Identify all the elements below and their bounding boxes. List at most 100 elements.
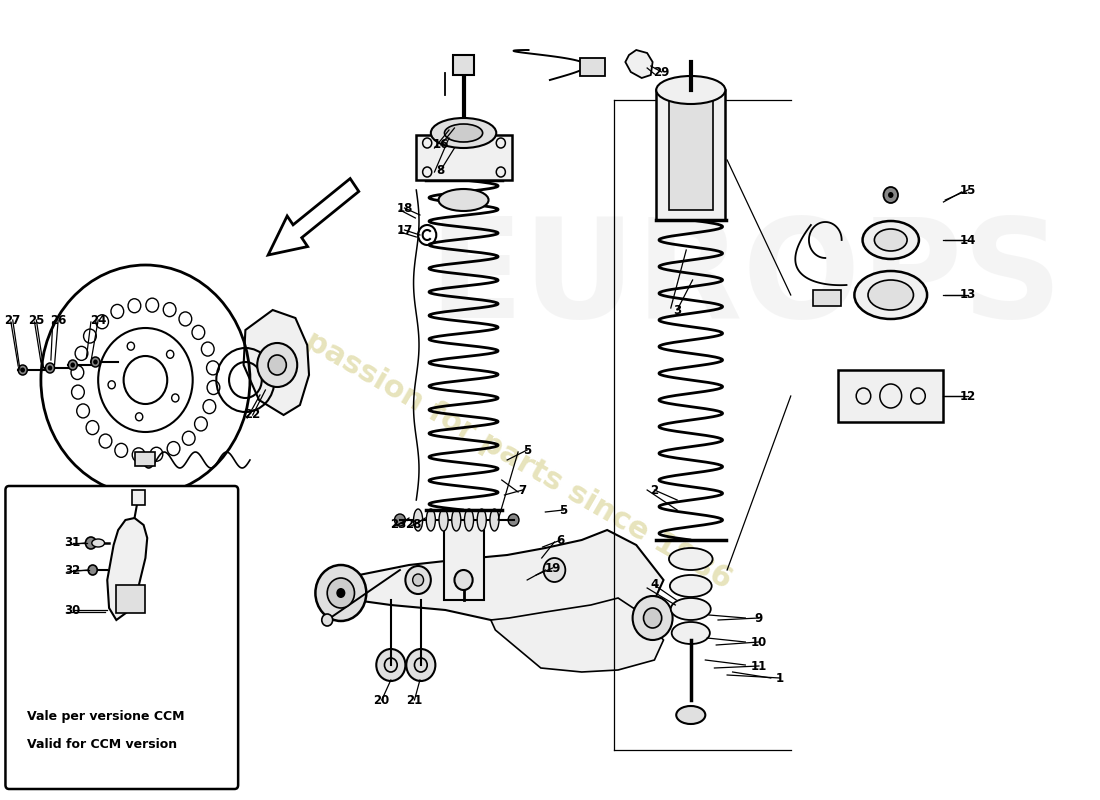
Polygon shape <box>625 50 652 78</box>
Text: 30: 30 <box>65 603 80 617</box>
Ellipse shape <box>657 76 725 104</box>
Text: 7: 7 <box>518 483 527 497</box>
Text: 16: 16 <box>432 138 449 151</box>
Ellipse shape <box>91 539 104 547</box>
Circle shape <box>21 367 25 373</box>
Text: 4: 4 <box>650 578 659 591</box>
Ellipse shape <box>672 622 710 644</box>
Circle shape <box>47 366 53 370</box>
Circle shape <box>88 565 97 575</box>
Ellipse shape <box>477 509 486 531</box>
Circle shape <box>327 578 354 608</box>
Circle shape <box>412 574 424 586</box>
Ellipse shape <box>444 124 483 142</box>
Ellipse shape <box>868 280 913 310</box>
Text: 18: 18 <box>396 202 412 214</box>
Text: EUROPS: EUROPS <box>428 213 1063 347</box>
Bar <box>669 100 713 210</box>
Text: 8: 8 <box>437 163 446 177</box>
Text: 31: 31 <box>65 537 80 550</box>
Bar <box>132 490 144 505</box>
Ellipse shape <box>414 509 422 531</box>
Bar <box>657 90 725 220</box>
Text: 32: 32 <box>65 563 80 577</box>
Text: 2: 2 <box>650 483 659 497</box>
Circle shape <box>45 363 55 373</box>
Circle shape <box>94 359 98 365</box>
Bar <box>838 370 944 422</box>
Circle shape <box>376 649 406 681</box>
Bar <box>452 55 474 75</box>
Text: 10: 10 <box>751 635 767 649</box>
Ellipse shape <box>671 598 711 620</box>
Ellipse shape <box>676 706 705 724</box>
FancyBboxPatch shape <box>6 486 238 789</box>
Bar <box>443 510 484 600</box>
Circle shape <box>322 614 332 626</box>
Circle shape <box>91 357 100 367</box>
Ellipse shape <box>874 229 907 251</box>
Circle shape <box>632 596 672 640</box>
Text: Vale per versione CCM: Vale per versione CCM <box>28 710 185 723</box>
Text: Valid for CCM version: Valid for CCM version <box>28 738 177 751</box>
Text: 27: 27 <box>4 314 21 326</box>
Ellipse shape <box>439 189 488 211</box>
Bar <box>416 135 512 180</box>
Text: 11: 11 <box>751 659 767 673</box>
Text: 6: 6 <box>557 534 565 546</box>
Ellipse shape <box>855 271 927 319</box>
Text: 20: 20 <box>374 694 389 706</box>
Text: 3: 3 <box>673 303 681 317</box>
Circle shape <box>68 360 77 370</box>
Text: 14: 14 <box>960 234 976 246</box>
Circle shape <box>316 565 366 621</box>
Text: 15: 15 <box>960 183 976 197</box>
Text: 17: 17 <box>396 223 412 237</box>
Text: 9: 9 <box>755 611 763 625</box>
Text: 23: 23 <box>390 518 406 531</box>
Bar <box>134 452 154 466</box>
Ellipse shape <box>427 509 436 531</box>
Bar <box>814 290 840 306</box>
Ellipse shape <box>669 548 713 570</box>
Ellipse shape <box>670 575 712 597</box>
Circle shape <box>86 537 97 549</box>
Circle shape <box>543 558 565 582</box>
Text: 5: 5 <box>522 443 531 457</box>
Circle shape <box>508 514 519 526</box>
Circle shape <box>883 187 898 203</box>
Circle shape <box>406 649 436 681</box>
Circle shape <box>337 588 345 598</box>
Text: 28: 28 <box>406 518 421 531</box>
Circle shape <box>70 362 75 367</box>
Text: 21: 21 <box>406 694 422 706</box>
Text: 29: 29 <box>653 66 670 78</box>
Text: 26: 26 <box>50 314 66 326</box>
Text: passion for parts since 1986: passion for parts since 1986 <box>299 326 737 594</box>
Text: 13: 13 <box>960 289 976 302</box>
Text: 22: 22 <box>244 409 261 422</box>
Polygon shape <box>491 598 663 672</box>
Bar <box>117 585 145 613</box>
Text: 1: 1 <box>776 671 784 685</box>
Ellipse shape <box>431 118 496 148</box>
Ellipse shape <box>439 509 448 531</box>
FancyArrow shape <box>268 178 359 255</box>
Circle shape <box>888 192 893 198</box>
Circle shape <box>19 365 28 375</box>
Polygon shape <box>326 530 663 625</box>
Text: 12: 12 <box>960 390 976 402</box>
Ellipse shape <box>464 509 473 531</box>
Ellipse shape <box>862 221 918 259</box>
Polygon shape <box>243 310 309 415</box>
Circle shape <box>406 566 431 594</box>
Circle shape <box>268 355 286 375</box>
Text: 19: 19 <box>544 562 561 574</box>
Text: 25: 25 <box>29 314 44 326</box>
Polygon shape <box>108 518 147 620</box>
Ellipse shape <box>490 509 499 531</box>
Circle shape <box>454 570 473 590</box>
Circle shape <box>257 343 297 387</box>
Ellipse shape <box>452 509 461 531</box>
Text: 24: 24 <box>90 314 107 326</box>
